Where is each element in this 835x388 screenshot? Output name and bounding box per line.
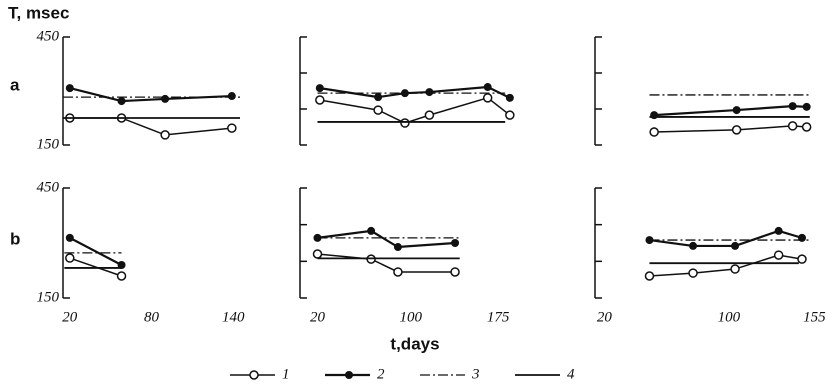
series-line (319, 97, 511, 124)
x-tick-label: 100 (400, 309, 423, 325)
point (227, 123, 237, 133)
series-line (69, 87, 232, 103)
legend-label: 1 (282, 366, 290, 382)
x-axis-label: t,days (390, 334, 439, 353)
point (160, 130, 170, 140)
legend-label: 4 (567, 366, 575, 382)
x-tick-label: 100 (718, 309, 741, 325)
point (373, 105, 383, 115)
point (393, 267, 403, 277)
x-tick-label: 20 (62, 309, 78, 325)
point (312, 249, 323, 259)
point (773, 250, 784, 260)
row-label: b (10, 229, 20, 248)
series-line (69, 117, 232, 136)
y-tick-label: 450 (37, 28, 60, 44)
row-label: a (10, 75, 20, 94)
point (650, 111, 659, 120)
point (450, 267, 460, 277)
y-tick-label: 450 (37, 179, 60, 195)
series-line (319, 85, 511, 99)
point (505, 110, 515, 120)
point (689, 241, 698, 250)
y-axis-label: T, msec (8, 3, 69, 22)
point (482, 93, 493, 103)
point (787, 121, 798, 131)
point (367, 226, 376, 235)
series-line (69, 257, 122, 277)
point (400, 89, 409, 98)
point (644, 271, 655, 281)
point (731, 241, 740, 250)
point (65, 233, 74, 242)
point (688, 268, 698, 278)
legend-marker (249, 370, 259, 380)
point (505, 93, 514, 102)
series-line (69, 236, 123, 266)
legend-label: 3 (471, 366, 480, 382)
series-line (317, 229, 456, 249)
point (801, 122, 812, 132)
series-line (654, 105, 807, 117)
point (315, 84, 324, 93)
x-tick-label: 140 (222, 309, 245, 325)
point (65, 253, 75, 263)
point (730, 264, 740, 274)
series-line (317, 253, 456, 273)
x-tick-label: 175 (487, 309, 510, 325)
point (315, 95, 325, 105)
x-tick-label: 20 (597, 309, 613, 325)
point (393, 243, 402, 252)
point (161, 94, 170, 103)
point (731, 125, 742, 135)
point (425, 88, 434, 97)
point (483, 83, 492, 92)
series-line (654, 125, 807, 133)
point (400, 118, 410, 128)
y-tick-label: 150 (37, 289, 60, 305)
point (802, 102, 811, 111)
point (227, 92, 236, 101)
point (774, 226, 783, 235)
x-tick-label: 155 (803, 309, 826, 325)
point (117, 261, 126, 269)
point (424, 110, 435, 120)
point (374, 93, 383, 102)
point (451, 239, 460, 247)
point (732, 106, 741, 115)
point (117, 97, 126, 106)
point (788, 102, 797, 111)
point (65, 84, 74, 93)
point (116, 271, 127, 281)
x-tick-label: 80 (144, 309, 160, 325)
legend-marker (345, 371, 353, 379)
legend-label: 2 (377, 366, 385, 382)
x-tick-label: 20 (310, 309, 326, 325)
point (797, 254, 807, 264)
point (649, 127, 659, 137)
y-tick-label: 150 (37, 136, 60, 152)
